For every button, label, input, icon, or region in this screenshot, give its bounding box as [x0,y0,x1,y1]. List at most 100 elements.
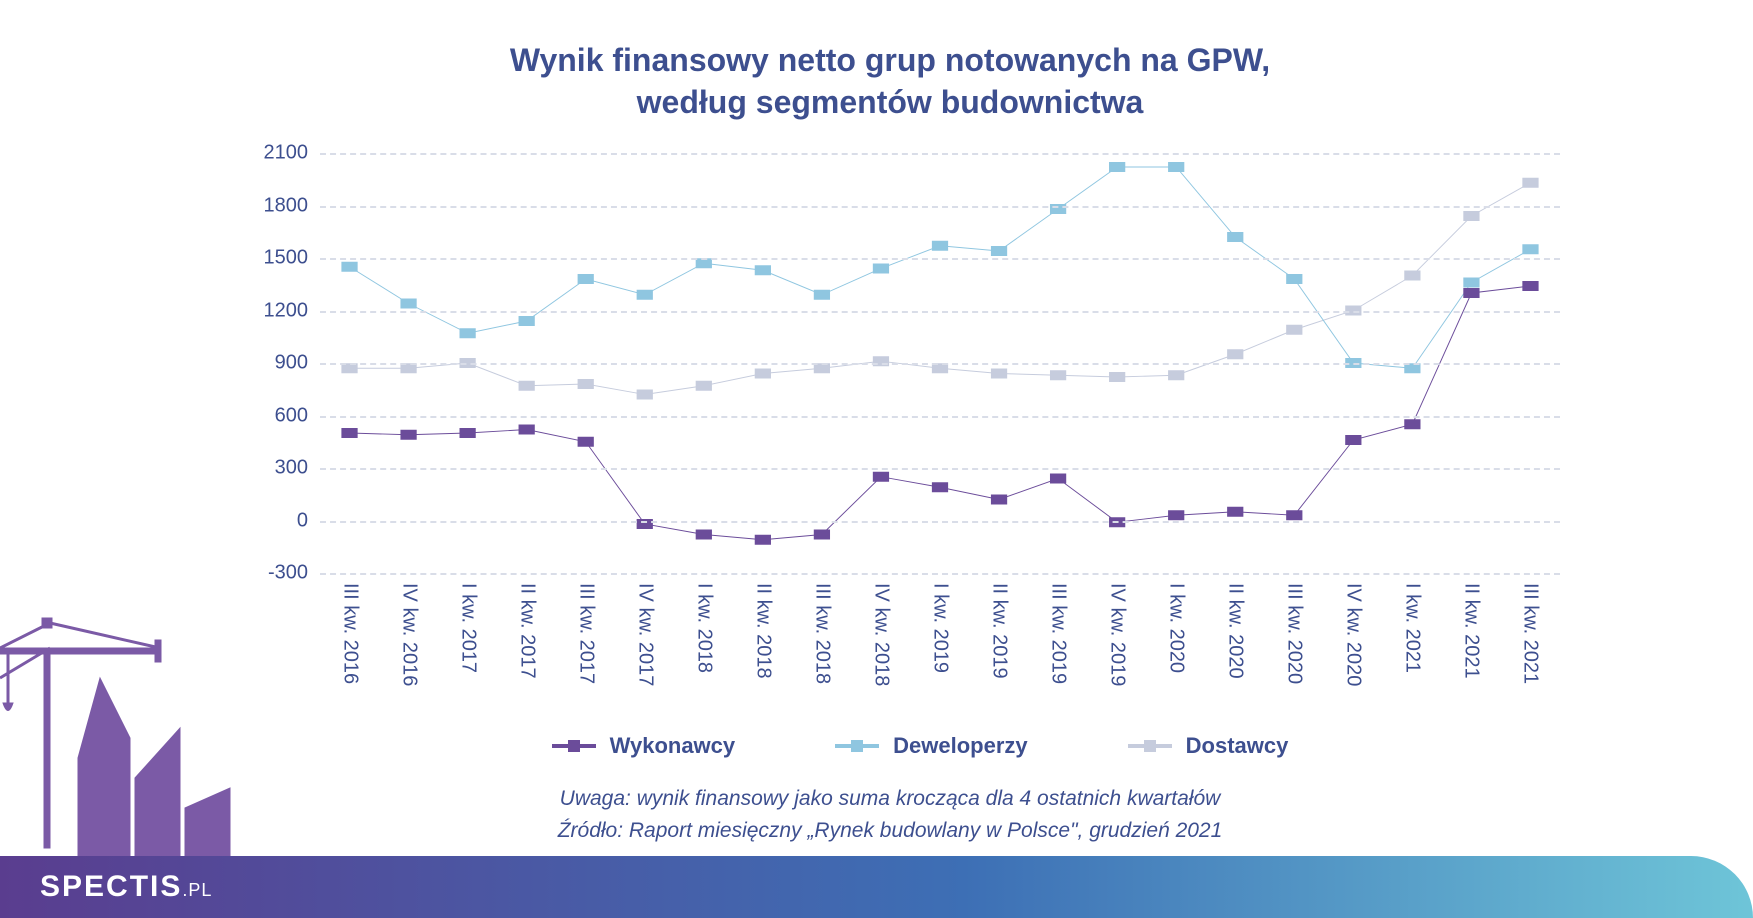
chart-plot-area: 21001800150012009006003000-300 III kw. 2… [280,153,1560,573]
series-marker [637,390,653,400]
logo-main-text: SPECTIS [40,870,182,904]
footer-band [0,856,1753,918]
footnotes: Uwaga: wynik finansowy jako suma krocząc… [220,783,1560,846]
series-marker [1522,281,1538,291]
x-tick-label: IV kw. 2016 [397,583,420,686]
x-tick-label: II kw. 2017 [515,583,538,679]
series-marker [460,328,476,338]
series-marker [1404,419,1420,429]
series-marker [1522,244,1538,254]
series-marker [755,369,771,379]
series-marker [1463,278,1479,288]
series-marker [400,299,416,309]
series-marker [519,381,535,391]
y-tick-label: 2100 [240,142,320,165]
plot-region: 21001800150012009006003000-300 [320,153,1560,573]
x-tick-label: III kw. 2019 [1047,583,1070,684]
legend: Wykonawcy Deweloperzy Dostawcy [280,733,1560,759]
title-line-1: Wynik finansowy netto grup notowanych na… [510,42,1270,78]
series-marker [873,264,889,274]
x-tick-label: II kw. 2019 [988,583,1011,679]
x-tick-label: I kw. 2018 [692,583,715,673]
series-marker [1286,325,1302,335]
series-marker [696,381,712,391]
series-marker [1522,178,1538,188]
x-tick-label: I kw. 2020 [1165,583,1188,673]
x-axis-labels: III kw. 2016IV kw. 2016I kw. 2017II kw. … [320,573,1560,713]
series-marker [991,246,1007,256]
y-tick-label: -300 [240,562,320,585]
gridline [320,521,1560,523]
series-marker [1345,435,1361,445]
legend-label: Wykonawcy [610,733,736,759]
series-marker [1463,211,1479,221]
series-marker [696,530,712,540]
series-line [350,167,1531,368]
gridline [320,416,1560,418]
spectis-logo: SPECTIS .PL [40,870,212,904]
series-marker [1109,372,1125,382]
series-marker [578,437,594,447]
series-marker [991,495,1007,505]
legend-item: Deweloperzy [835,733,1028,759]
legend-swatch [835,744,879,748]
gridline [320,468,1560,470]
series-marker [1109,162,1125,172]
series-marker [1227,232,1243,242]
legend-item: Dostawcy [1128,733,1289,759]
gridline [320,258,1560,260]
x-tick-label: III kw. 2021 [1519,583,1542,684]
series-marker [578,274,594,284]
gridline [320,311,1560,313]
x-tick-label: IV kw. 2020 [1342,583,1365,686]
legend-swatch [1128,744,1172,748]
x-tick-label: III kw. 2018 [810,583,833,684]
series-marker [1227,349,1243,359]
series-marker [519,316,535,326]
series-marker [932,241,948,251]
x-tick-label: I kw. 2019 [929,583,952,673]
logo-tld-text: .PL [182,880,212,901]
x-tick-label: IV kw. 2019 [1106,583,1129,686]
x-tick-label: IV kw. 2017 [633,583,656,686]
series-marker [1050,474,1066,484]
gridline [320,363,1560,365]
y-tick-label: 1200 [240,299,320,322]
chart-container: Wynik finansowy netto grup notowanych na… [220,40,1560,846]
x-tick-label: III kw. 2016 [338,583,361,684]
x-tick-label: IV kw. 2018 [869,583,892,686]
series-marker [1168,510,1184,520]
x-tick-label: II kw. 2021 [1460,583,1483,679]
series-marker [755,265,771,275]
y-tick-label: 1500 [240,247,320,270]
series-marker [1404,271,1420,281]
x-tick-label: I kw. 2021 [1401,583,1424,673]
gridline [320,153,1560,155]
series-marker [1168,162,1184,172]
y-tick-label: 900 [240,352,320,375]
y-tick-label: 0 [240,509,320,532]
series-marker [1050,370,1066,380]
title-line-2: według segmentów budownictwa [637,84,1144,120]
y-tick-label: 1800 [240,194,320,217]
series-marker [578,379,594,389]
series-marker [932,482,948,492]
series-marker [460,428,476,438]
series-marker [1286,274,1302,284]
gridline [320,206,1560,208]
x-tick-label: II kw. 2020 [1224,583,1247,679]
y-tick-label: 300 [240,457,320,480]
x-tick-label: III kw. 2020 [1283,583,1306,684]
series-marker [873,472,889,482]
legend-item: Wykonawcy [552,733,736,759]
series-marker [637,290,653,300]
series-marker [814,290,830,300]
city-crane-silhouette-icon [0,608,260,868]
series-marker [991,369,1007,379]
footnote-line-2: Źródło: Raport miesięczny „Rynek budowla… [220,815,1560,847]
series-marker [1463,288,1479,298]
series-marker [814,530,830,540]
x-tick-label: II kw. 2018 [751,583,774,679]
y-tick-label: 600 [240,404,320,427]
chart-title: Wynik finansowy netto grup notowanych na… [220,40,1560,123]
